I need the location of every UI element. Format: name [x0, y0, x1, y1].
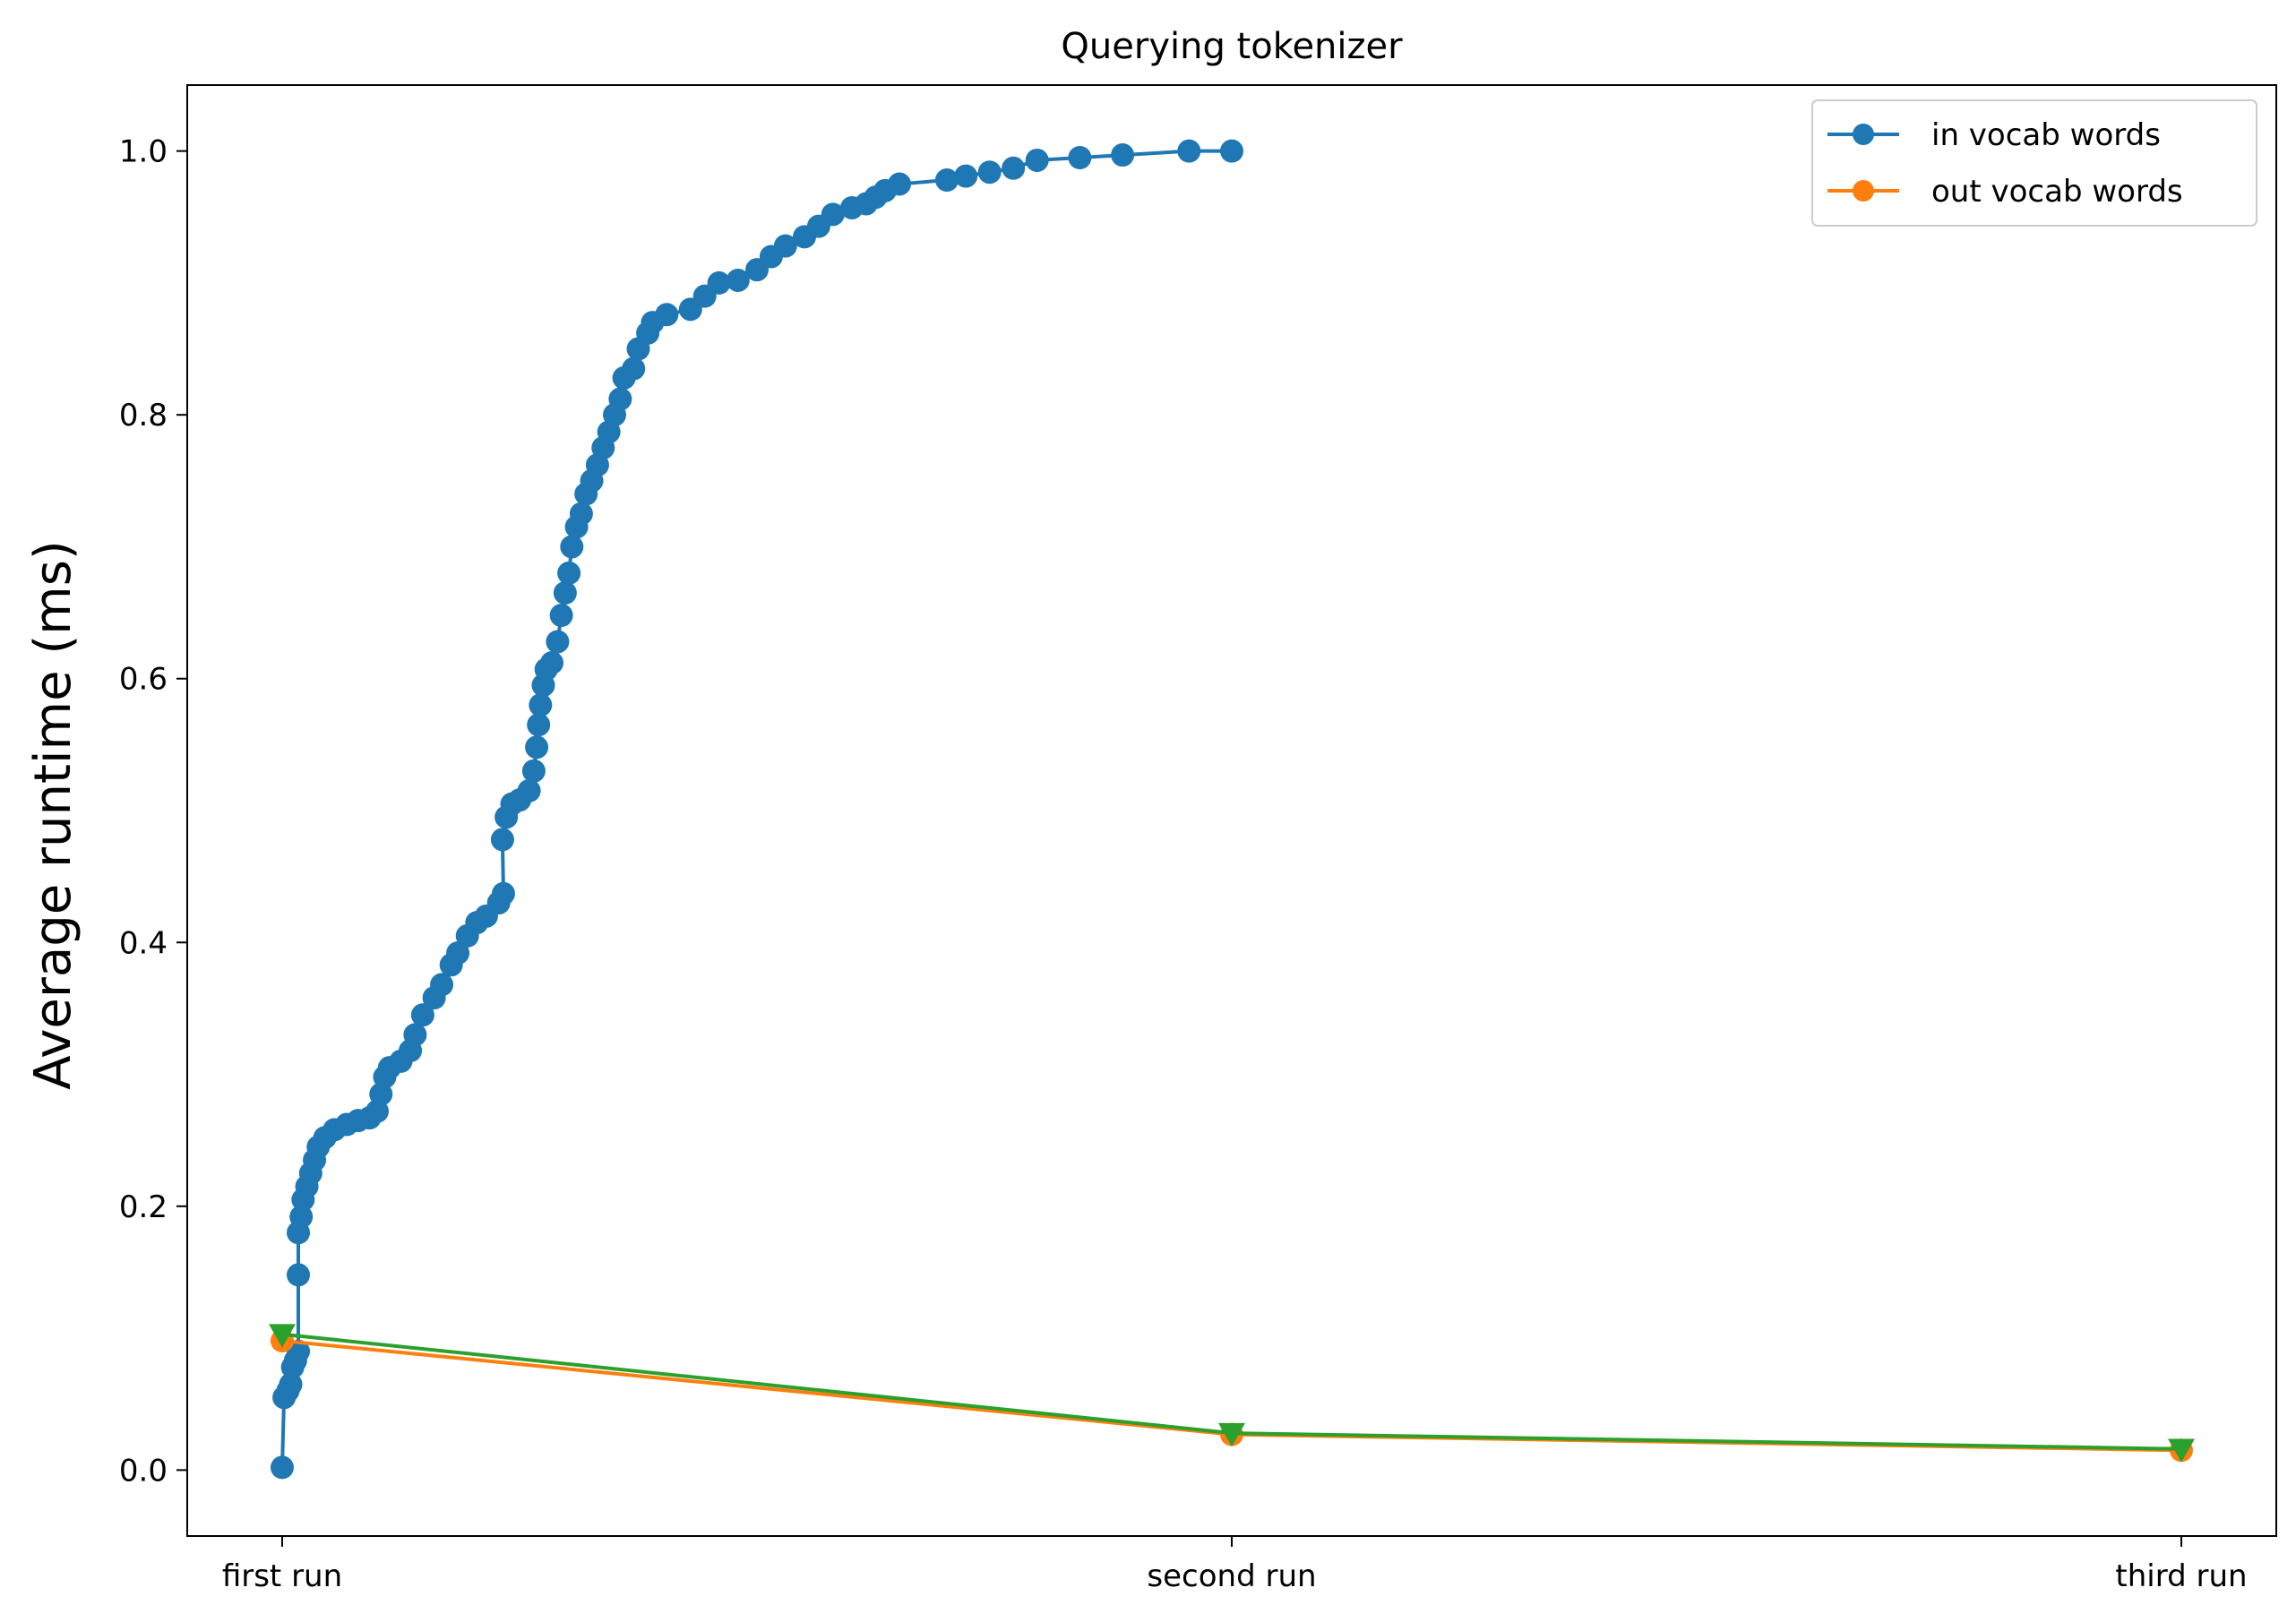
data-point	[521, 759, 546, 783]
series-0	[271, 139, 1243, 1480]
data-point	[279, 1372, 303, 1396]
data-point	[271, 1455, 294, 1480]
data-point	[622, 356, 646, 381]
data-point	[707, 270, 731, 295]
data-point	[430, 973, 454, 997]
data-point	[446, 941, 470, 965]
data-point	[1068, 146, 1092, 169]
data-point	[527, 713, 551, 737]
series-layer	[269, 139, 2195, 1480]
x-tick-label: second run	[1147, 1558, 1316, 1594]
y-tick-label: 0.6	[119, 662, 168, 698]
y-tick-label: 0.2	[119, 1189, 168, 1225]
data-point	[517, 778, 541, 802]
data-point	[491, 881, 515, 905]
y-axis-label: Average runtime (ms)	[24, 540, 82, 1090]
series-2	[269, 1324, 2195, 1463]
data-point	[1218, 1422, 1245, 1447]
legend-marker-out-vocab	[1853, 180, 1874, 202]
data-point	[954, 164, 978, 188]
data-point	[977, 160, 1002, 185]
chart-title: Querying tokenizer	[1061, 26, 1403, 67]
y-tick-label: 0.0	[119, 1453, 168, 1489]
data-point	[2168, 1438, 2195, 1463]
data-point	[287, 1263, 311, 1287]
data-point	[560, 535, 584, 559]
legend: in vocab words out vocab words	[1811, 99, 2257, 227]
data-point	[1025, 148, 1049, 172]
data-point	[557, 561, 581, 585]
legend-label-out-vocab: out vocab words	[1931, 174, 2183, 210]
x-tick-label: first run	[222, 1558, 342, 1594]
data-point	[569, 502, 593, 526]
data-point	[289, 1205, 314, 1229]
data-point	[546, 630, 570, 654]
data-point	[821, 202, 845, 227]
data-point	[540, 651, 564, 675]
data-point	[1177, 139, 1201, 163]
y-tick-label: 0.4	[119, 925, 168, 961]
x-axis: first run second run third run	[222, 1536, 2248, 1594]
data-point	[773, 234, 797, 258]
data-point	[1002, 156, 1026, 180]
y-tick-label: 0.8	[119, 398, 168, 433]
data-point	[935, 168, 959, 193]
data-point	[1220, 139, 1243, 163]
data-point	[269, 1324, 296, 1348]
legend-label-in-vocab: in vocab words	[1931, 117, 2161, 153]
legend-marker-in-vocab	[1853, 124, 1874, 145]
y-tick-label: 1.0	[119, 134, 168, 170]
data-point	[553, 581, 577, 605]
data-point	[410, 1003, 434, 1027]
data-point	[1111, 143, 1135, 167]
data-point	[655, 303, 679, 327]
data-point	[529, 693, 553, 717]
data-point	[525, 735, 549, 760]
data-point	[608, 387, 632, 411]
data-point	[549, 604, 573, 628]
data-point	[403, 1023, 427, 1047]
data-point	[726, 268, 750, 292]
x-tick-label: third run	[2115, 1558, 2247, 1594]
y-axis: 0.0 0.2 0.4 0.6 0.8 1.0	[119, 134, 187, 1489]
legend-box	[1811, 99, 2257, 227]
data-point	[888, 172, 911, 196]
data-point	[490, 828, 514, 852]
